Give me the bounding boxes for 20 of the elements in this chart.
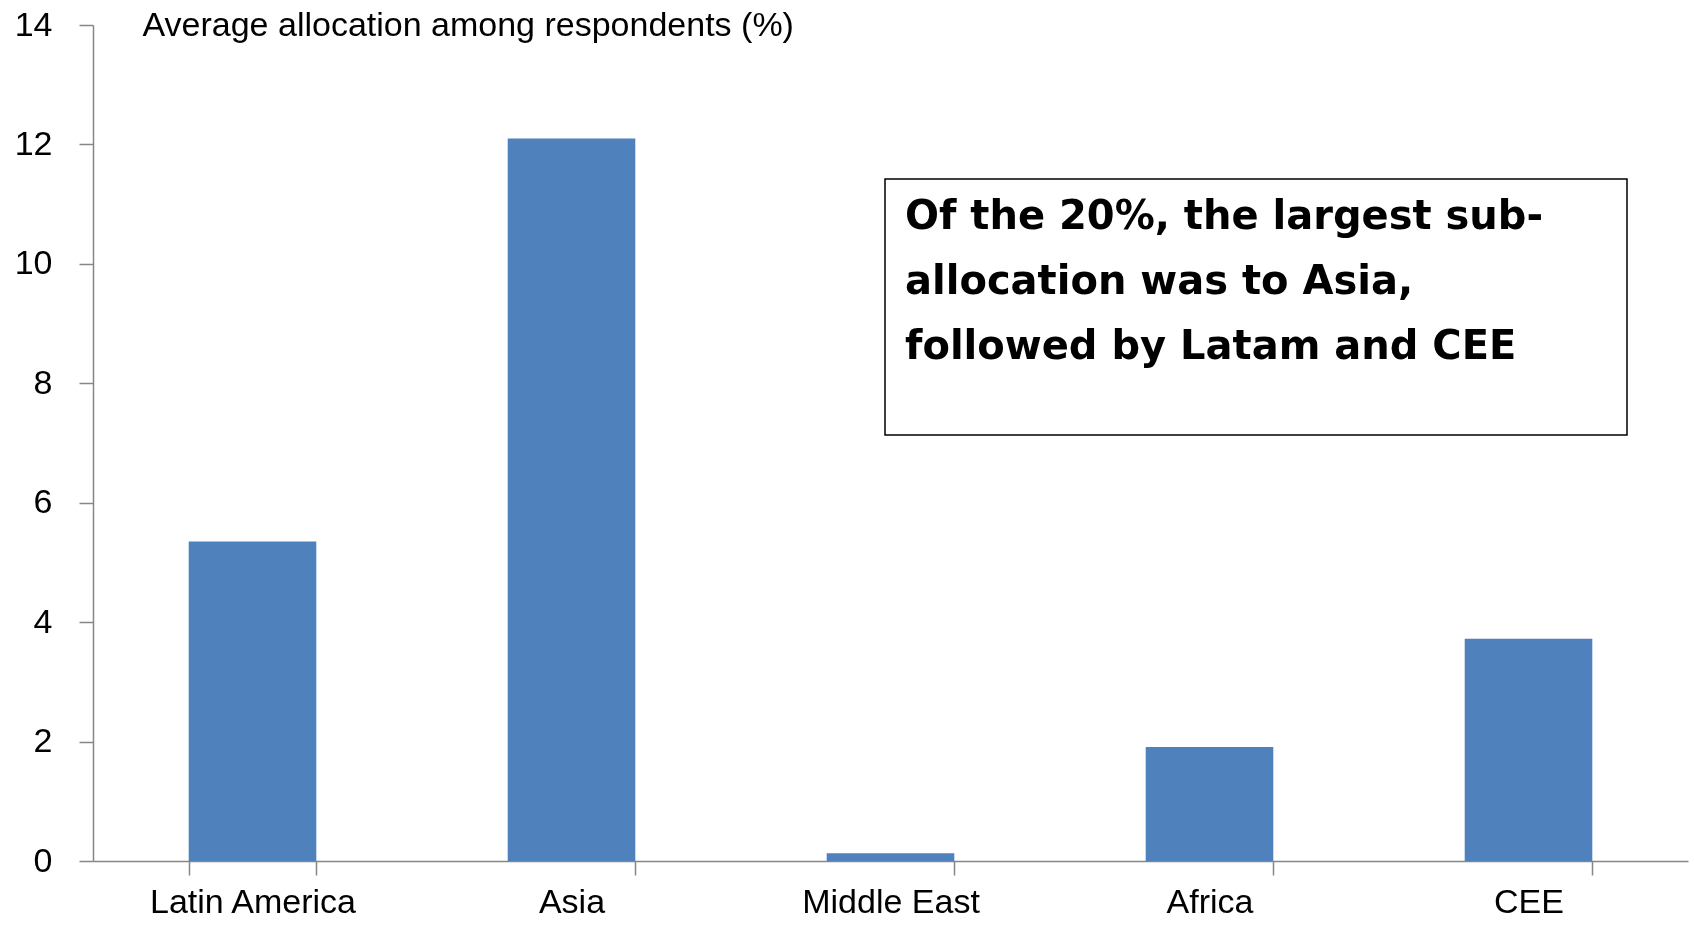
x-tick-label: Middle East: [802, 881, 981, 920]
y-tick-label: 10: [14, 243, 53, 282]
x-tick-label: Latin America: [150, 881, 357, 920]
bar: [188, 541, 317, 861]
bar: [1145, 746, 1274, 861]
y-tick-label: 8: [33, 362, 53, 401]
y-tick-label: 2: [33, 721, 53, 760]
x-tick-label: Africa: [1166, 881, 1254, 920]
bar: [507, 138, 636, 861]
y-tick-label: 4: [33, 601, 53, 640]
y-tick-label: 0: [33, 840, 53, 879]
bar: [826, 853, 955, 861]
bar: [1464, 638, 1593, 861]
x-tick-label: Asia: [538, 881, 606, 920]
y-tick-label: 6: [33, 482, 53, 521]
y-axis-title: Average allocation among respondents (%): [142, 4, 794, 43]
y-tick-label: 12: [14, 123, 53, 162]
y-tick-label: 14: [14, 4, 53, 43]
x-tick-label: CEE: [1494, 881, 1564, 920]
annotation: Of the 20%, the largest sub-allocation was to Asia, followed by Latam and CEE: [905, 192, 1544, 368]
